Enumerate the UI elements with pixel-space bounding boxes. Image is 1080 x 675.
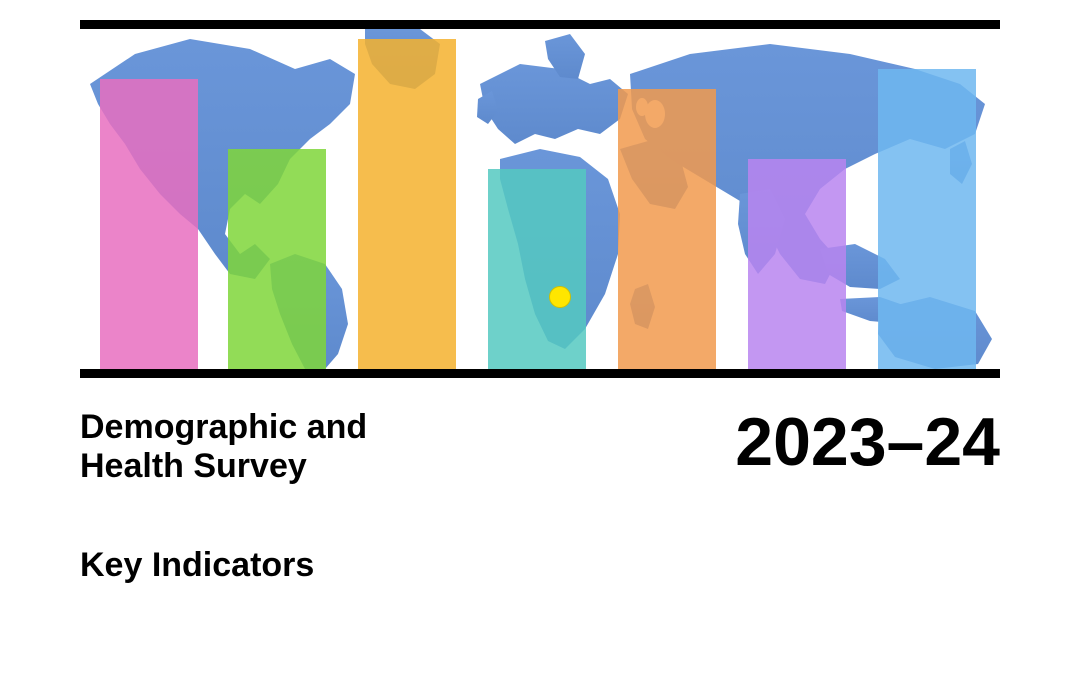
cover-page: Demographic and Health Survey 2023–24 Ke… <box>0 0 1080 675</box>
bar-5 <box>618 89 716 369</box>
bar-chart <box>80 29 1000 369</box>
bottom-rule <box>80 369 1000 378</box>
document-title: Demographic and Health Survey <box>80 408 367 486</box>
bar-6 <box>748 159 846 369</box>
location-marker-icon <box>549 286 571 308</box>
bar-2 <box>228 149 326 369</box>
cover-graphic <box>80 29 1000 369</box>
document-subtitle: Key Indicators <box>80 546 1000 585</box>
title-line-1: Demographic and <box>80 408 367 447</box>
top-rule <box>80 20 1000 29</box>
bar-4 <box>488 169 586 369</box>
bar-3 <box>358 39 456 369</box>
document-year: 2023–24 <box>735 408 1000 476</box>
title-line-2: Health Survey <box>80 447 367 486</box>
bar-1 <box>100 79 198 369</box>
title-row: Demographic and Health Survey 2023–24 <box>80 408 1000 486</box>
bar-7 <box>878 69 976 369</box>
